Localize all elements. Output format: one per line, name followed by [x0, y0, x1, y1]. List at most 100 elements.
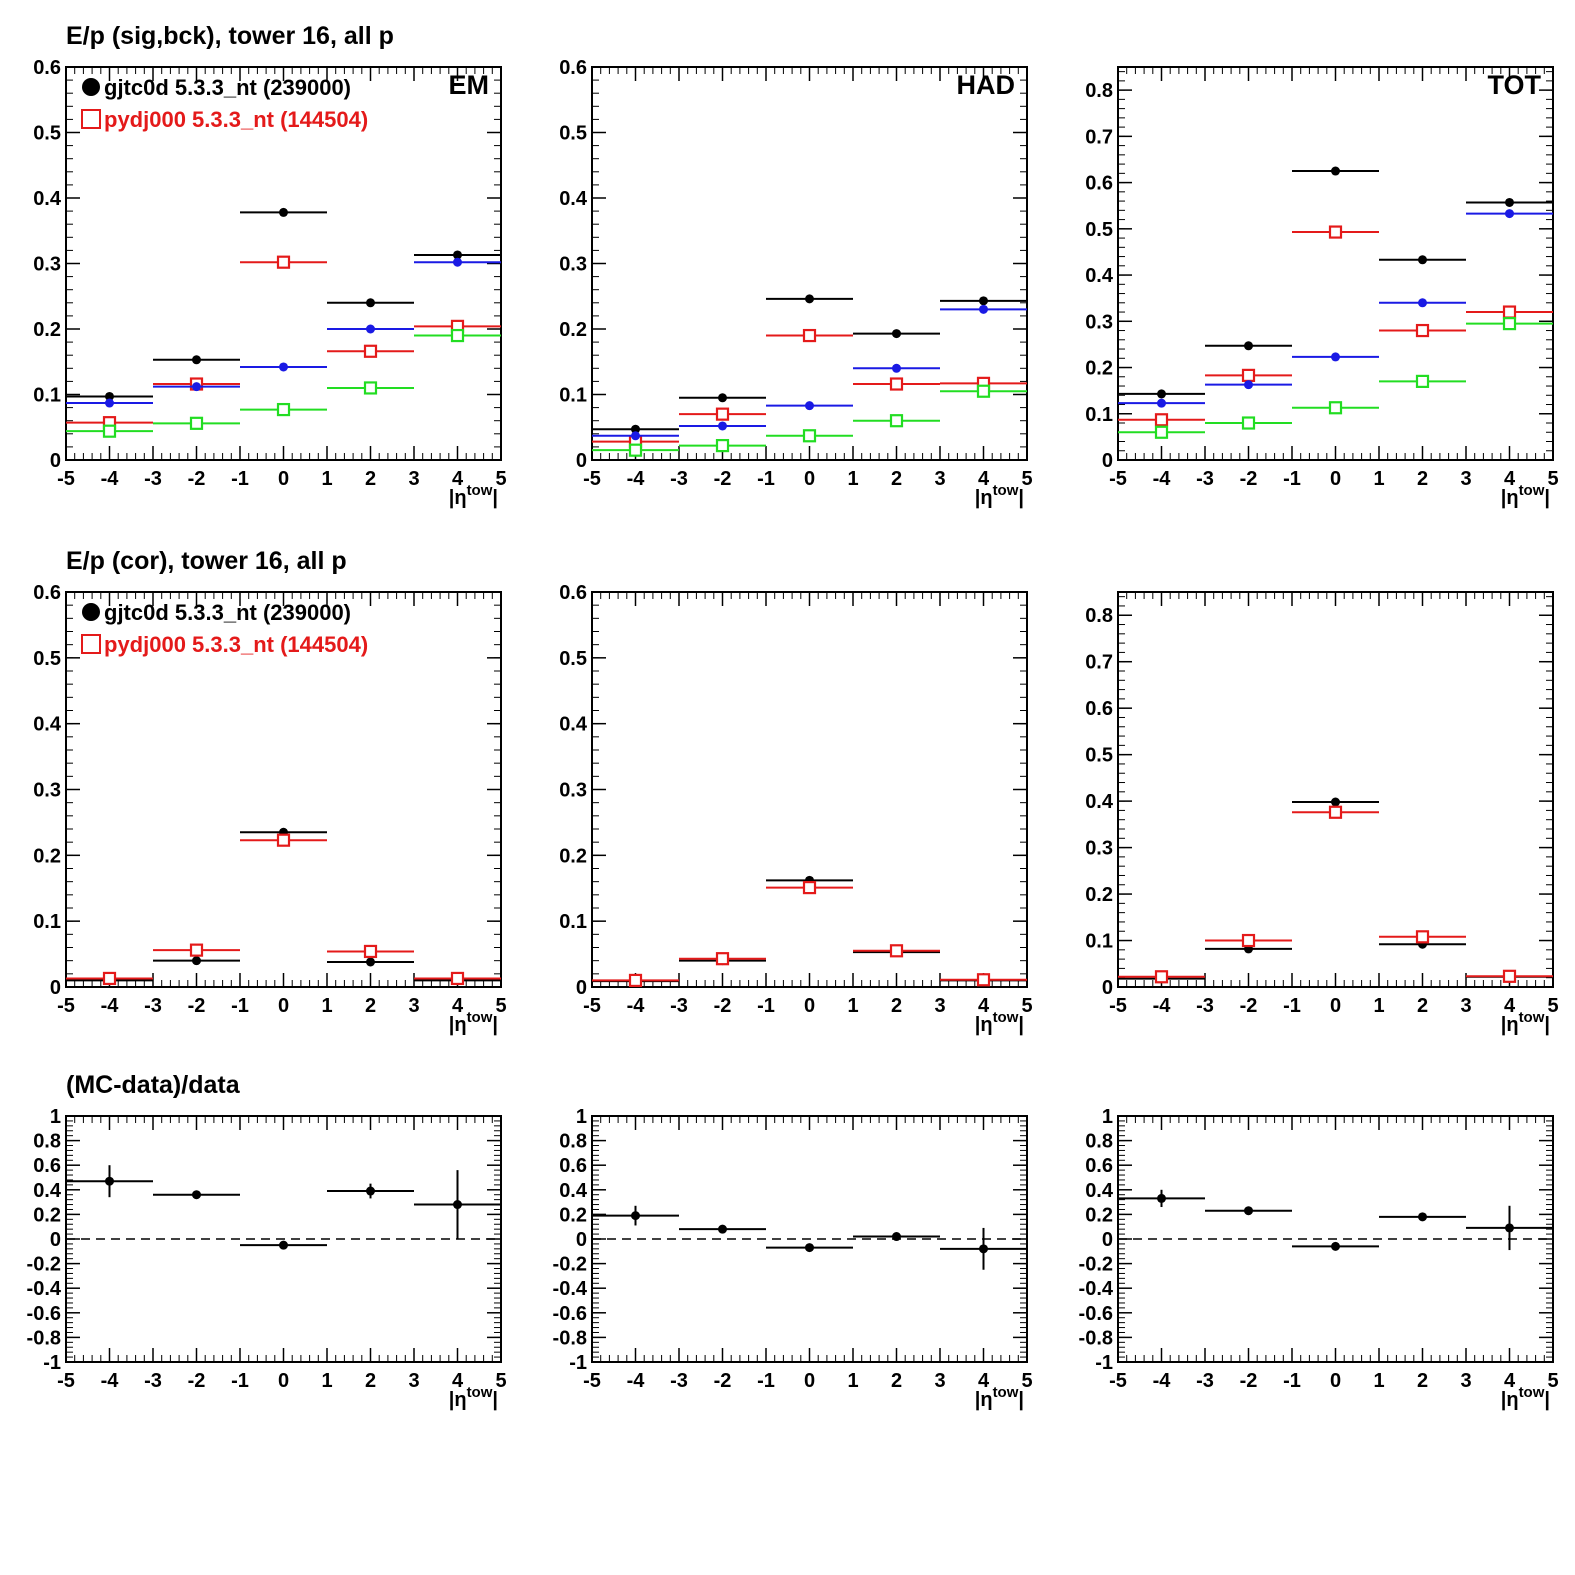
plot-panels: -5 -4 -3 -2 -1 0 1 2 3 4 5 0 0.1 0.2 0.3 0.4 0.5 0.6 |ηtow… — [27, 57, 1559, 1411]
x-tick-label: 3 — [408, 468, 419, 490]
x-tick-label: -3 — [670, 1370, 688, 1392]
series-green — [1118, 317, 1553, 439]
x-tick-label: -4 — [101, 1370, 120, 1392]
x-tick-label: 1 — [321, 995, 332, 1017]
y-tick-label: 0.5 — [559, 123, 587, 145]
x-tick-label: 3 — [408, 1370, 419, 1392]
series-black — [592, 1205, 1027, 1270]
data-point — [1244, 1206, 1253, 1216]
x-tick-label: 0 — [804, 995, 815, 1017]
y-tick-label: 0.2 — [1085, 358, 1113, 380]
y-tick-label: 0.2 — [33, 319, 61, 341]
y-tick-label: 0.7 — [1085, 126, 1113, 148]
x-tick-label: 5 — [1021, 995, 1032, 1017]
x-tick-label: 1 — [321, 468, 332, 490]
x-tick-label: 0 — [804, 1370, 815, 1392]
data-point — [628, 443, 643, 457]
data-point — [1157, 1193, 1166, 1203]
x-axis-label: |ηtow| — [975, 482, 1024, 509]
series-blue — [592, 304, 1027, 441]
y-tick-label: 1 — [1102, 1106, 1113, 1128]
x-tick-label: 2 — [891, 1370, 902, 1392]
data-point — [889, 377, 904, 391]
data-point — [279, 362, 288, 372]
y-tick-label: 0.4 — [33, 1180, 62, 1202]
series-black — [1118, 166, 1553, 399]
y-tick-label: -0.2 — [553, 1254, 587, 1276]
plot-frame — [1117, 591, 1554, 988]
data-point — [1331, 797, 1340, 807]
y-tick-label: 0.6 — [33, 582, 61, 604]
data-point — [1331, 166, 1340, 176]
data-point — [1505, 209, 1514, 219]
data-point — [805, 401, 814, 411]
series-green — [66, 328, 501, 438]
data-point — [718, 393, 727, 403]
y-tick-label: 0.8 — [33, 1131, 61, 1153]
y-tick-label: 0.2 — [559, 1204, 587, 1226]
x-axis-label: |ηtow| — [975, 1009, 1024, 1036]
series-red — [592, 328, 1027, 449]
y-tick-label: 0.6 — [1085, 1155, 1113, 1177]
y-tick-label: 1 — [576, 1106, 587, 1128]
x-tick-label: -1 — [231, 1370, 249, 1392]
x-tick-label: -5 — [57, 1370, 75, 1392]
y-tick-label: -0.2 — [1079, 1254, 1113, 1276]
x-tick-label: 5 — [1547, 1370, 1558, 1392]
x-tick-label: 0 — [278, 468, 289, 490]
x-tick-label: -3 — [670, 995, 688, 1017]
series-black — [1118, 1189, 1553, 1251]
data-point — [1328, 401, 1343, 415]
y-tick-label: 0.4 — [1085, 1180, 1114, 1202]
x-tick-label: 4 — [452, 468, 464, 490]
x-tick-label: -5 — [1109, 1370, 1127, 1392]
legend-marker — [81, 109, 101, 129]
y-tick-label: 0.1 — [1085, 404, 1113, 426]
y-tick-label: 0.7 — [1085, 652, 1113, 674]
series-red — [1118, 805, 1553, 984]
x-axis-label: |ηtow| — [449, 1384, 498, 1411]
y-tick-label: 0.4 — [33, 188, 62, 210]
y-tick-label: 0 — [1102, 1229, 1113, 1251]
y-tick-label: 0 — [50, 977, 61, 999]
x-tick-label: 0 — [804, 468, 815, 490]
y-tick-label: 0.1 — [559, 385, 587, 407]
panel-r1-c2: -5 -4 -3 -2 -1 0 1 2 3 4 5 0 0.1 0.2 0.3 0.4 0.5 0.6 0.7 0.… — [1085, 591, 1559, 1036]
x-tick-label: -1 — [1283, 995, 1301, 1017]
series-red — [592, 880, 1027, 988]
y-tick-label: 0 — [1102, 977, 1113, 999]
y-tick-label: 0.4 — [559, 714, 588, 736]
data-point — [1331, 1241, 1340, 1251]
data-point — [802, 328, 817, 343]
y-tick-label: 0.4 — [1085, 265, 1114, 287]
x-tick-label: -2 — [1240, 1370, 1258, 1392]
data-point — [1505, 1223, 1514, 1233]
x-tick-label: -5 — [1109, 468, 1127, 490]
x-tick-label: 5 — [1547, 995, 1558, 1017]
x-tick-label: 1 — [1373, 995, 1384, 1017]
plot-frame — [1117, 66, 1554, 461]
series-blue — [1118, 209, 1553, 408]
panel-r1-c1: -5 -4 -3 -2 -1 0 1 2 3 4 5 0 0.1 0.2 0.3 0.4 0.5 0.6 |ηtow… — [559, 582, 1032, 1036]
data-point — [1502, 305, 1517, 319]
y-tick-label: 0.4 — [33, 714, 62, 736]
x-tick-label: 5 — [1547, 468, 1558, 490]
data-point — [1244, 341, 1253, 351]
data-point — [366, 1186, 375, 1196]
data-point — [450, 971, 465, 986]
y-tick-label: 0.3 — [559, 780, 587, 802]
x-tick-label: 2 — [891, 468, 902, 490]
y-tick-label: 0.8 — [1085, 1131, 1113, 1153]
y-tick-label: 0.2 — [33, 1204, 61, 1226]
legend-label: gjtc0d 5.3.3_nt (239000) — [104, 75, 351, 100]
x-tick-label: -3 — [1196, 1370, 1214, 1392]
data-point — [892, 1232, 901, 1242]
x-tick-label: 1 — [847, 468, 858, 490]
y-tick-label: -0.2 — [27, 1254, 61, 1276]
y-tick-label: 0.3 — [33, 254, 61, 276]
data-point — [1241, 416, 1256, 430]
data-point — [1154, 970, 1169, 984]
panel-r0-c2: -5 -4 -3 -2 -1 0 1 2 3 4 5 0 0.1 0.2 0.3 0.4 0.5 0.6 0.7 0.… — [1085, 66, 1559, 509]
y-tick-label: 0.5 — [33, 123, 61, 145]
x-axis-label: |ηtow| — [1501, 482, 1550, 509]
